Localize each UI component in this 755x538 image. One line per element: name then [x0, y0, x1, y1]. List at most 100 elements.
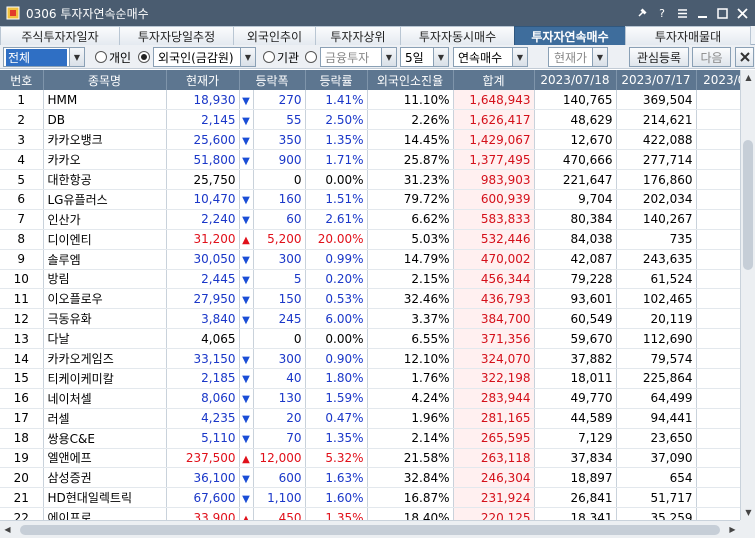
cell-change: 130 — [253, 388, 306, 409]
cell-date-1: 60,549 — [534, 308, 617, 330]
radio-institution[interactable]: 기관 — [263, 47, 299, 67]
table-row[interactable]: 13 다날 4,065 0 0.00% 6.55% 371,356 59,670 112,690… — [0, 328, 740, 350]
tab-foreign-trend[interactable]: 외국인추이 — [233, 26, 316, 45]
col-foreign[interactable]: 외국인소진율 — [367, 70, 454, 90]
table-row[interactable]: 10 방림 2,445 ▼ 5 0.20% 2.15% 456,344 79,228 61,524… — [0, 269, 740, 290]
help-icon[interactable]: ? — [659, 6, 665, 20]
down-arrow-icon: ▼ — [242, 314, 250, 326]
table-row[interactable]: 2 DB 2,145 ▼ 55 2.50% 2.26% 1,626,417 48,629 214,… — [0, 109, 740, 131]
table-row[interactable]: 7 인산가 2,240 ▼ 60 2.61% 6.62% 583,833 80,384 140,2… — [0, 209, 740, 230]
table-row[interactable]: 9 솔루엠 30,050 ▼ 300 0.99% 14.79% 470,002 42,087 24… — [0, 249, 740, 270]
radio-individual[interactable]: 개인 — [95, 47, 131, 67]
period-select[interactable]: 5일 ▼ — [400, 47, 449, 67]
col-name[interactable]: 종목명 — [43, 70, 167, 90]
scroll-thumb[interactable] — [20, 525, 720, 535]
tab-investor-consecutive[interactable]: 투자자연속매수 — [514, 26, 626, 45]
mode-select[interactable]: 연속매수 ▼ — [453, 47, 528, 67]
cell-no: 2 — [0, 109, 44, 131]
foreign-select-value: 외국인(금감원) — [158, 50, 234, 65]
table-row[interactable]: 18 쌍용C&E 5,110 ▼ 70 1.35% 2.14% 265,595 7,129 23,… — [0, 428, 740, 449]
down-arrow-icon: ▼ — [242, 115, 250, 127]
col-date-3[interactable]: 2023/07 — [696, 70, 740, 90]
cell-no: 18 — [0, 428, 44, 449]
chevron-down-icon[interactable]: ▼ — [592, 48, 607, 66]
table-row[interactable]: 4 카카오 51,800 ▼ 900 1.71% 25.87% 1,377,495 470,66… — [0, 149, 740, 171]
tab-investor-supply[interactable]: 투자자매물대 — [625, 26, 751, 45]
cell-date-3: 7 — [696, 209, 740, 230]
table-row[interactable]: 14 카카오게임즈 33,150 ▼ 300 0.90% 12.10% 324,070 37,8… — [0, 348, 740, 369]
tab-investor-estimate[interactable]: 투자자당일추정 — [119, 26, 234, 45]
chevron-down-icon[interactable]: ▼ — [240, 48, 255, 66]
next-button[interactable]: 다음 — [692, 47, 731, 67]
chevron-down-icon[interactable]: ▼ — [381, 48, 396, 66]
cell-date-2: 94,441 — [616, 408, 697, 429]
cell-no: 16 — [0, 388, 44, 409]
cell-change: 900 — [253, 149, 306, 171]
col-date-2[interactable]: 2023/07/17 — [616, 70, 697, 90]
cell-name: HMM — [43, 90, 167, 111]
maximize-icon[interactable] — [715, 6, 729, 20]
menu-icon[interactable] — [675, 6, 689, 20]
foreign-select[interactable]: 외국인(금감원) ▼ — [153, 47, 256, 67]
scroll-right-icon[interactable]: ▶ — [729, 525, 736, 534]
col-change[interactable]: 등락폭 — [239, 70, 306, 90]
table-row[interactable]: 17 러셀 4,235 ▼ 20 0.47% 1.96% 281,165 44,589 94,44… — [0, 408, 740, 429]
cell-foreign: 12.10% — [367, 348, 454, 369]
tab-investor-simultaneous[interactable]: 투자자동시매수 — [400, 26, 515, 45]
table-row[interactable]: 8 디이엔티 31,200 ▲ 5,200 20.00% 5.03% 532,446 84,03… — [0, 229, 740, 250]
col-sum[interactable]: 합계 — [453, 70, 535, 90]
table-row[interactable]: 21 HD현대일렉트릭 67,600 ▼ 1,100 1.60% 16.87% 231,924… — [0, 487, 740, 509]
scroll-down-icon[interactable]: ▼ — [745, 508, 752, 517]
watch-register-button[interactable]: 관심등록 — [629, 47, 689, 67]
table-row[interactable]: 19 엘앤에프 237,500 ▲ 12,000 5.32% 21.58% 263,118 37… — [0, 448, 740, 469]
cell-direction: ▼ — [239, 209, 254, 230]
table-row[interactable]: 1 HMM 18,930 ▼ 270 1.41% 11.10% 1,648,943 140,76… — [0, 90, 740, 111]
tab-investor-daily[interactable]: 주식투자자일자 — [0, 26, 120, 45]
vertical-scrollbar[interactable]: ▲ ▼ — [740, 70, 755, 520]
chevron-down-icon[interactable]: ▼ — [512, 48, 527, 66]
cell-sum: 1,626,417 — [453, 109, 535, 131]
col-price[interactable]: 현재가 — [166, 70, 240, 90]
table-row[interactable]: 12 극동유화 3,840 ▼ 245 6.00% 3.37% 384,700 60,549 20… — [0, 308, 740, 330]
scroll-thumb[interactable] — [743, 140, 753, 270]
table-row[interactable]: 11 이오플로우 27,950 ▼ 150 0.53% 32.46% 436,793 93,60… — [0, 288, 740, 310]
cell-no: 22 — [0, 507, 44, 520]
tab-investor-top[interactable]: 투자자상위 — [315, 26, 401, 45]
scroll-up-icon[interactable]: ▲ — [745, 73, 752, 82]
down-arrow-icon: ▼ — [242, 135, 250, 147]
cell-sum: 1,377,495 — [453, 149, 535, 171]
cell-date-3: 1 — [696, 428, 740, 449]
financial-select[interactable]: 금융투자 ▼ — [320, 47, 397, 67]
table-row[interactable]: 6 LG유플러스 10,470 ▼ 160 1.51% 79.72% 600,939 9,704… — [0, 189, 740, 210]
cell-date-3: 28 — [696, 169, 740, 190]
cell-rate: 5.32% — [305, 448, 368, 469]
cell-date-2: 176,860 — [616, 169, 697, 190]
col-no[interactable]: 번호 — [0, 70, 44, 90]
table-row[interactable]: 16 네이처셀 8,060 ▼ 130 1.59% 4.24% 283,944 49,770 64… — [0, 388, 740, 409]
sort-select[interactable]: 현재가 ▼ — [548, 47, 608, 67]
table-row[interactable]: 15 티케이케미칼 2,185 ▼ 40 1.80% 1.76% 322,198 18,011 2… — [0, 368, 740, 389]
col-rate[interactable]: 등락률 — [305, 70, 368, 90]
cell-date-2: 369,504 — [616, 90, 697, 111]
market-select[interactable]: 전체 ▼ — [3, 47, 85, 67]
table-row[interactable]: 22 에이프로 33,900 ▲ 450 1.35% 18.40% 220,125 18,341… — [0, 507, 740, 520]
scroll-left-icon[interactable]: ◀ — [4, 525, 11, 534]
col-date-1[interactable]: 2023/07/18 — [534, 70, 617, 90]
horizontal-scrollbar[interactable]: ◀ ▶ — [0, 520, 740, 538]
radio-foreign[interactable] — [138, 47, 152, 67]
sort-select-value: 현재가 — [553, 50, 588, 65]
cell-price: 3,840 — [166, 308, 240, 330]
minimize-icon[interactable] — [695, 6, 709, 20]
cell-direction: ▼ — [239, 189, 254, 210]
radio-dot — [305, 51, 317, 63]
table-row[interactable]: 3 카카오뱅크 25,600 ▼ 350 1.35% 14.45% 1,429,067 12,6… — [0, 129, 740, 151]
table-row[interactable]: 20 삼성증권 36,100 ▼ 600 1.63% 32.84% 246,304 18,897… — [0, 467, 740, 489]
close-icon[interactable] — [735, 6, 749, 20]
chevron-down-icon[interactable]: ▼ — [69, 48, 84, 66]
cell-direction: ▼ — [239, 269, 254, 290]
pin-icon[interactable] — [635, 6, 649, 20]
radio-financial[interactable] — [305, 47, 319, 67]
close-grid-icon[interactable] — [735, 47, 754, 67]
table-row[interactable]: 5 대한항공 25,750 0 0.00% 31.23% 983,903 221,647 176… — [0, 169, 740, 190]
chevron-down-icon[interactable]: ▼ — [433, 48, 448, 66]
